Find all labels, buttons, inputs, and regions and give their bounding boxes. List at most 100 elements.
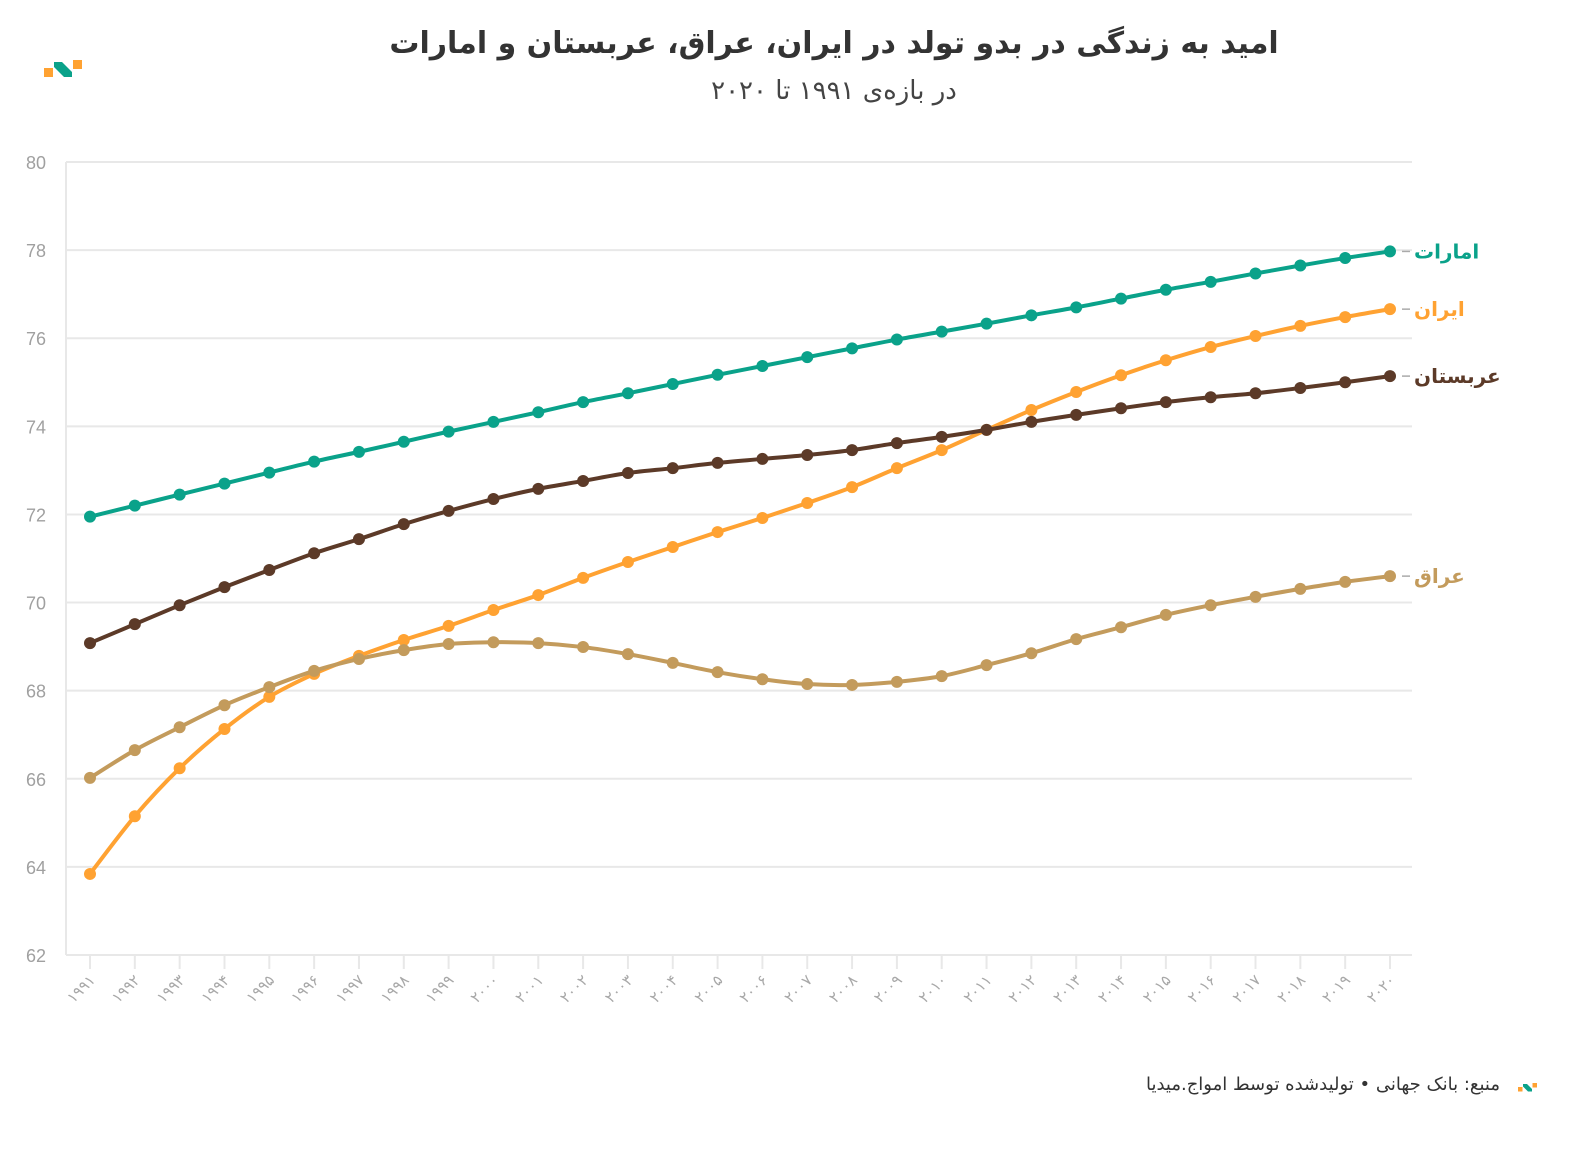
series-line bbox=[88, 574, 1391, 780]
x-tick-label: ۱۹۹۹ bbox=[422, 971, 458, 1007]
data-point bbox=[577, 571, 590, 584]
data-point bbox=[1249, 267, 1262, 280]
data-point bbox=[1070, 385, 1083, 398]
data-point bbox=[1384, 370, 1396, 383]
data-point bbox=[1384, 245, 1396, 258]
x-tick-label: ۱۹۹۸ bbox=[377, 971, 413, 1007]
y-tick-label: 68 bbox=[26, 682, 46, 702]
y-tick-label: 66 bbox=[26, 770, 46, 790]
data-point bbox=[84, 771, 96, 784]
data-point bbox=[1249, 330, 1262, 343]
data-point bbox=[711, 368, 724, 381]
data-point bbox=[890, 675, 903, 688]
data-point bbox=[487, 636, 500, 649]
data-point bbox=[352, 445, 365, 458]
data-point bbox=[1070, 301, 1083, 314]
data-point bbox=[756, 511, 769, 524]
data-point bbox=[621, 387, 634, 400]
x-tick-label: ۱۹۹۷ bbox=[332, 971, 368, 1007]
data-point bbox=[263, 690, 276, 703]
x-tick-label: ۲۰۰۶ bbox=[736, 971, 772, 1007]
x-tick-label: ۲۰۰۰ bbox=[467, 971, 503, 1007]
x-tick-label: ۲۰۱۱ bbox=[960, 971, 996, 1007]
data-point bbox=[532, 637, 545, 650]
data-point bbox=[442, 504, 455, 517]
x-tick-label: ۲۰۱۹ bbox=[1318, 971, 1354, 1007]
data-point bbox=[935, 325, 948, 338]
data-point bbox=[308, 547, 321, 560]
data-point bbox=[846, 481, 859, 494]
series-label: ایران bbox=[1414, 297, 1465, 321]
x-tick-label: ۲۰۱۴ bbox=[1094, 971, 1130, 1007]
x-tick-label: ۱۹۹۲ bbox=[108, 971, 144, 1007]
data-point bbox=[846, 342, 859, 355]
source-footer: منبع: بانک جهانی • تولیدشده توسط امواج.م… bbox=[1145, 1074, 1500, 1095]
data-point bbox=[128, 810, 141, 823]
data-point bbox=[397, 644, 410, 657]
data-point bbox=[1115, 402, 1128, 415]
data-point bbox=[621, 648, 634, 661]
x-tick-label: ۲۰۱۸ bbox=[1274, 971, 1310, 1007]
data-point bbox=[442, 619, 455, 632]
data-point bbox=[263, 681, 276, 694]
x-tick-label: ۱۹۹۱ bbox=[63, 971, 99, 1007]
data-point bbox=[621, 556, 634, 569]
data-point bbox=[846, 678, 859, 691]
x-tick-label: ۲۰۰۴ bbox=[646, 971, 682, 1007]
data-point bbox=[1204, 341, 1217, 354]
brand-logo bbox=[44, 60, 84, 84]
data-point bbox=[442, 425, 455, 438]
x-tick-label: ۲۰۰۳ bbox=[601, 971, 637, 1007]
data-point bbox=[84, 637, 96, 650]
chart-subtitle: در بازه‌ی ۱۹۹۱ تا ۲۰۲۰ bbox=[711, 76, 957, 106]
x-tick-label: ۲۰۱۶ bbox=[1184, 971, 1220, 1007]
data-point bbox=[1294, 259, 1307, 272]
x-tick-label: ۲۰۰۸ bbox=[825, 971, 861, 1007]
series-line bbox=[88, 307, 1391, 876]
data-point bbox=[801, 496, 814, 509]
data-point bbox=[935, 430, 948, 443]
data-point bbox=[1339, 252, 1352, 265]
data-point bbox=[1249, 387, 1262, 400]
data-point bbox=[1204, 391, 1217, 404]
chart-title: امید به زندگی در بدو تولد در ایران، عراق… bbox=[389, 26, 1279, 61]
data-point bbox=[397, 435, 410, 448]
x-tick-label: ۲۰۱۰ bbox=[915, 971, 951, 1007]
data-point bbox=[532, 589, 545, 602]
data-point bbox=[1204, 599, 1217, 612]
data-point bbox=[577, 641, 590, 654]
x-tick-label: ۱۹۹۳ bbox=[153, 971, 189, 1007]
x-tick-label: ۱۹۹۴ bbox=[198, 971, 234, 1007]
data-point bbox=[1159, 354, 1172, 367]
data-point bbox=[84, 867, 96, 880]
x-tick-label: ۲۰۰۷ bbox=[781, 971, 817, 1007]
data-point bbox=[890, 333, 903, 346]
data-point bbox=[1159, 608, 1172, 621]
data-point bbox=[442, 637, 455, 650]
data-point bbox=[1025, 309, 1038, 322]
data-point bbox=[352, 533, 365, 546]
data-point bbox=[84, 510, 96, 523]
x-tick-label: ۲۰۰۱ bbox=[512, 971, 548, 1007]
y-tick-label: 70 bbox=[26, 594, 46, 614]
data-point bbox=[1025, 647, 1038, 660]
data-point bbox=[218, 477, 231, 490]
data-point bbox=[666, 462, 679, 475]
y-tick-label: 78 bbox=[26, 241, 46, 261]
series-label: امارات bbox=[1414, 239, 1479, 263]
data-point bbox=[711, 456, 724, 469]
data-point bbox=[128, 499, 141, 512]
data-point bbox=[577, 474, 590, 487]
x-tick-label: ۲۰۰۵ bbox=[691, 971, 727, 1007]
data-point bbox=[1070, 408, 1083, 421]
data-point bbox=[756, 359, 769, 372]
y-tick-label: 80 bbox=[26, 153, 46, 173]
data-point bbox=[801, 678, 814, 691]
x-tick-label: ۲۰۱۲ bbox=[1005, 971, 1041, 1007]
data-point bbox=[711, 526, 724, 539]
data-point bbox=[890, 462, 903, 475]
data-point bbox=[1294, 382, 1307, 395]
data-point bbox=[1294, 319, 1307, 332]
data-point bbox=[218, 722, 231, 735]
data-point bbox=[756, 673, 769, 686]
